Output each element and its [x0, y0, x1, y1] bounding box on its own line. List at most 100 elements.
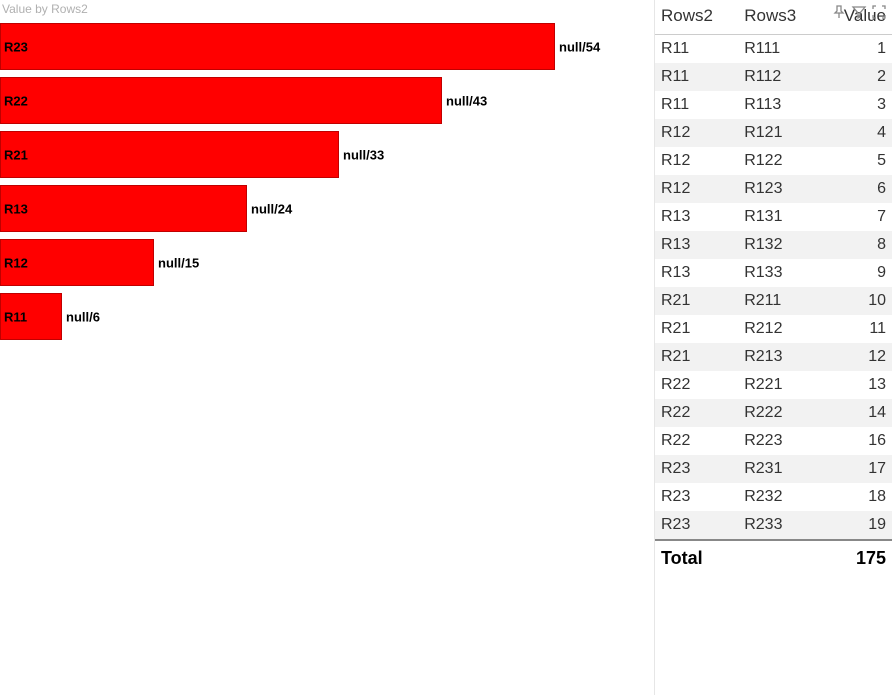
chart-bar-category: R22	[4, 93, 28, 108]
chart-bar-row[interactable]: R22 null/43	[0, 74, 654, 127]
table-toolbar	[831, 4, 887, 20]
total-value: 175	[821, 540, 892, 576]
table-cell: 19	[821, 511, 892, 540]
table-cell: R22	[655, 399, 738, 427]
table-row[interactable]: R12R1225	[655, 147, 892, 175]
table-cell: R12	[655, 119, 738, 147]
table-cell: 5	[821, 147, 892, 175]
chart-bar-label: null/33	[343, 147, 384, 162]
table-cell: 2	[821, 63, 892, 91]
data-table: Rows2 Rows3 Value R11R1111R11R1122R11R11…	[655, 0, 892, 576]
chart-bar-row[interactable]: R23 null/54	[0, 20, 654, 73]
table-cell: R22	[655, 427, 738, 455]
chart-bar-category: R21	[4, 147, 28, 162]
total-label: Total	[655, 540, 738, 576]
chart-bar-category: R12	[4, 255, 28, 270]
table-cell: R12	[655, 147, 738, 175]
chart-bar-category: R23	[4, 39, 28, 54]
table-cell: 8	[821, 231, 892, 259]
chart-title: Value by Rows2	[2, 2, 88, 16]
table-cell: R132	[738, 231, 821, 259]
table-row[interactable]: R21R21211	[655, 315, 892, 343]
table-cell: R23	[655, 455, 738, 483]
table-cell: R133	[738, 259, 821, 287]
table-cell: R222	[738, 399, 821, 427]
chart-bar[interactable]	[0, 23, 555, 70]
chart-bar-category: R13	[4, 201, 28, 216]
table-cell: 10	[821, 287, 892, 315]
table-cell: R111	[738, 35, 821, 64]
chart-bar[interactable]	[0, 185, 247, 232]
table-cell: R13	[655, 231, 738, 259]
chart-bar-row[interactable]: R11null/6	[0, 290, 654, 343]
table-cell: R112	[738, 63, 821, 91]
table-row[interactable]: R23R23117	[655, 455, 892, 483]
table-row[interactable]: R12R1214	[655, 119, 892, 147]
chart-bar-row[interactable]: R13 null/24	[0, 182, 654, 235]
pin-icon[interactable]	[831, 4, 847, 20]
chart-bars-area: R23 null/54 R22 null/43 R21 null/33 R13 null/24…	[0, 20, 654, 344]
table-row[interactable]: R12R1236	[655, 175, 892, 203]
table-row[interactable]: R13R1328	[655, 231, 892, 259]
table-cell: 11	[821, 315, 892, 343]
table-row[interactable]: R13R1317	[655, 203, 892, 231]
chart-bar-row[interactable]: R12 null/15	[0, 236, 654, 289]
table-cell: R233	[738, 511, 821, 540]
table-cell: 14	[821, 399, 892, 427]
chart-bar-label: null/54	[559, 39, 600, 54]
chart-bar-label: null/6	[66, 309, 100, 324]
chart-bar[interactable]	[0, 131, 339, 178]
chart-bar-row[interactable]: R21 null/33	[0, 128, 654, 181]
table-cell: 1	[821, 35, 892, 64]
table-row[interactable]: R22R22214	[655, 399, 892, 427]
focus-icon[interactable]	[871, 4, 887, 20]
chart-bar-label: null/43	[446, 93, 487, 108]
table-cell: R23	[655, 483, 738, 511]
table-cell: R21	[655, 287, 738, 315]
chart-bar-label: null/15	[158, 255, 199, 270]
table-cell: R23	[655, 511, 738, 540]
table-cell: 4	[821, 119, 892, 147]
table-row[interactable]: R22R22113	[655, 371, 892, 399]
table-cell: R13	[655, 259, 738, 287]
col-header-rows3[interactable]: Rows3	[738, 0, 821, 35]
chart-bar[interactable]	[0, 77, 442, 124]
table-row[interactable]: R21R21110	[655, 287, 892, 315]
filter-icon[interactable]	[851, 4, 867, 20]
table-row[interactable]: R11R1133	[655, 91, 892, 119]
table-cell: R121	[738, 119, 821, 147]
table-cell: R12	[655, 175, 738, 203]
table-cell: 9	[821, 259, 892, 287]
table-row[interactable]: R11R1111	[655, 35, 892, 64]
table-cell: 16	[821, 427, 892, 455]
table-cell: 7	[821, 203, 892, 231]
table-cell: R231	[738, 455, 821, 483]
col-header-rows2[interactable]: Rows2	[655, 0, 738, 35]
table-row[interactable]: R21R21312	[655, 343, 892, 371]
table-cell: 3	[821, 91, 892, 119]
table-cell: R21	[655, 315, 738, 343]
table-row[interactable]: R11R1122	[655, 63, 892, 91]
table-row[interactable]: R23R23218	[655, 483, 892, 511]
table-cell: 13	[821, 371, 892, 399]
table-cell: R212	[738, 315, 821, 343]
table-cell: R113	[738, 91, 821, 119]
table-cell: R21	[655, 343, 738, 371]
table-cell: R123	[738, 175, 821, 203]
table-cell: 17	[821, 455, 892, 483]
table-cell: R122	[738, 147, 821, 175]
table-row[interactable]: R13R1339	[655, 259, 892, 287]
table-row[interactable]: R23R23319	[655, 511, 892, 540]
table-cell: R232	[738, 483, 821, 511]
chart-bar-label: null/24	[251, 201, 292, 216]
table-cell: R213	[738, 343, 821, 371]
table-row[interactable]: R22R22316	[655, 427, 892, 455]
table-cell: R223	[738, 427, 821, 455]
table-cell: R221	[738, 371, 821, 399]
table-cell: R211	[738, 287, 821, 315]
table-panel: Rows2 Rows3 Value R11R1111R11R1122R11R11…	[655, 0, 892, 695]
table-cell: R11	[655, 91, 738, 119]
table-cell: 18	[821, 483, 892, 511]
total-spacer	[738, 540, 821, 576]
table-cell: R131	[738, 203, 821, 231]
